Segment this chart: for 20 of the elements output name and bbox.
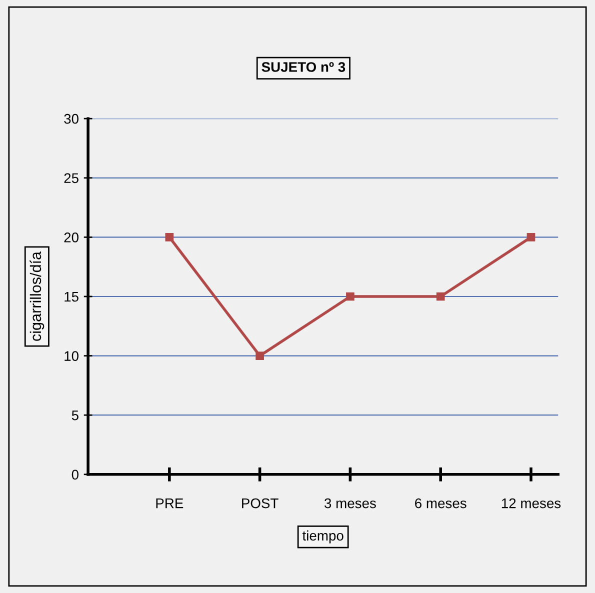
y-tick-label: 5: [72, 410, 78, 420]
point: [256, 352, 264, 360]
y-axis-title: cigarrillos/día: [30, 251, 44, 341]
x-tick-label: 6 meses: [415, 498, 466, 508]
y-tick-label: 10: [64, 351, 78, 361]
x-tick-label: 3 meses: [324, 498, 376, 508]
y-tick-label: 30: [64, 114, 78, 124]
x-tick-label: POST: [242, 498, 278, 508]
point: [526, 233, 536, 242]
point: [346, 292, 354, 301]
x-tick-label: 12 meses: [502, 498, 561, 508]
chart-title: SUJETO nº 3: [262, 62, 346, 72]
y-tick-label: 25: [64, 173, 78, 184]
y-tick-label: 15: [64, 292, 78, 302]
x-tick-label: PRE: [156, 498, 184, 508]
point: [436, 292, 445, 301]
y-tick-label: 0: [72, 470, 78, 480]
point: [165, 233, 174, 242]
y-tick-label: 20: [64, 232, 78, 242]
x-axis-title: tiempo: [302, 530, 344, 544]
